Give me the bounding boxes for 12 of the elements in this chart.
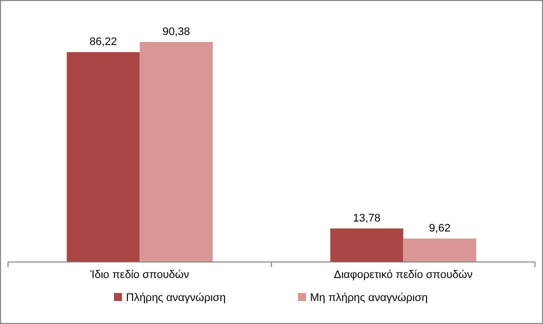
data-label: 86,22: [89, 36, 118, 48]
data-label: 90,38: [162, 26, 190, 38]
data-label: 13,78: [352, 212, 381, 224]
legend-label: Πλήρης αναγνώριση: [126, 292, 226, 304]
bar: [140, 42, 213, 262]
bar: [330, 228, 404, 262]
bar: [66, 52, 140, 262]
bar: [403, 238, 476, 262]
data-label: 9,62: [429, 222, 450, 235]
x-tick-label: Διαφορετικό πεδίο σπουδών: [334, 269, 474, 281]
x-tick-label: Ίδιο πεδίο σπουδών: [89, 269, 190, 281]
legend-label: Μη πλήρης αναγνώριση: [310, 292, 428, 304]
